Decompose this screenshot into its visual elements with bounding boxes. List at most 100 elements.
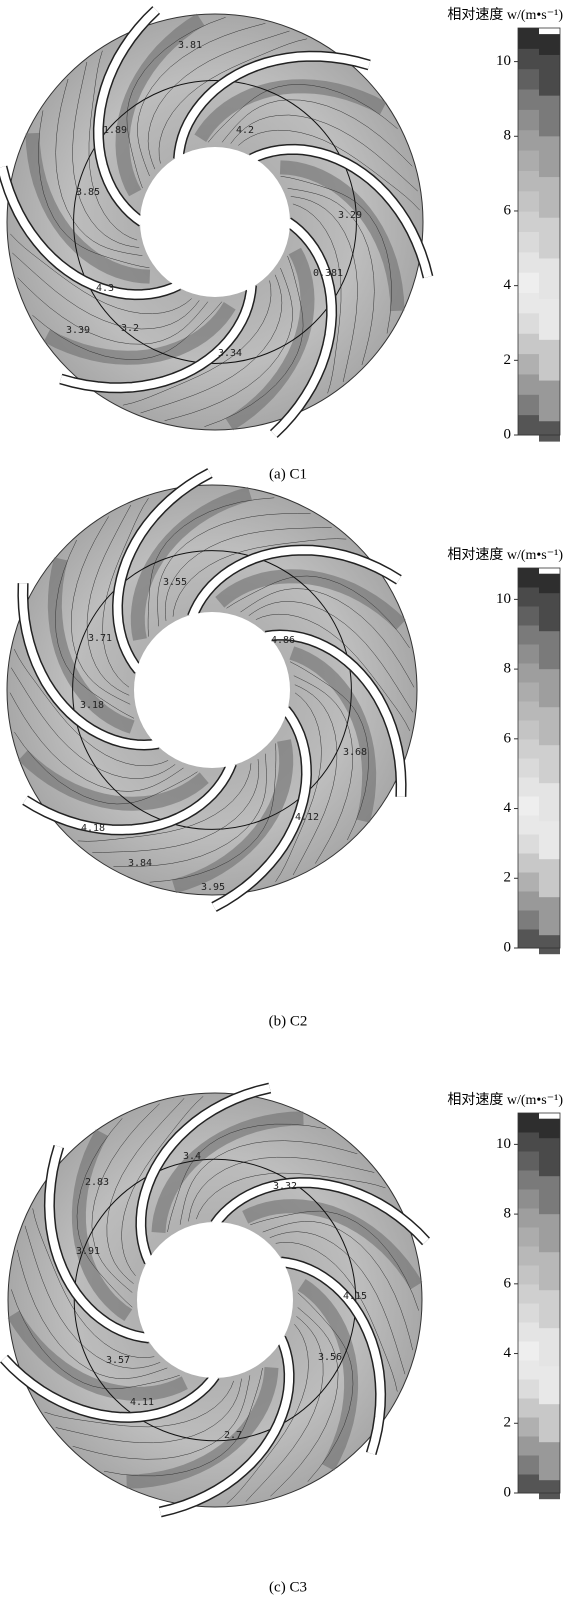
colorbar-tick-label: 4: [504, 1345, 512, 1361]
colorbar-band: [518, 1379, 539, 1399]
colorbar-band: [539, 116, 560, 137]
colorbar-band: [539, 1461, 560, 1481]
colorbar-band: [539, 177, 560, 198]
colorbar-band: [518, 1360, 539, 1380]
impeller-contour: [7, 473, 417, 907]
contour-label: 3.85: [76, 187, 100, 198]
colorbar-band: [518, 1322, 539, 1342]
contour-label: 4.11: [130, 1397, 154, 1408]
contour-label: 3.18: [80, 700, 104, 711]
colorbar-tick-label: 10: [496, 53, 511, 69]
contour-label: 4.15: [343, 1291, 367, 1302]
colorbar-band: [518, 1417, 539, 1437]
contour-label: 4.18: [81, 823, 105, 834]
colorbar-band: [518, 333, 539, 354]
colorbar-band: [539, 258, 560, 279]
colorbar-band: [518, 739, 539, 759]
contour-label: 1.89: [103, 125, 127, 136]
colorbar-label: 相对速度 w/(m•s⁻¹): [447, 1092, 563, 1108]
colorbar-tick-label: 2: [504, 352, 512, 368]
contour-label: 3.34: [218, 348, 242, 359]
colorbar-band: [539, 745, 560, 765]
colorbar-band: [539, 897, 560, 917]
contour-label: 3.68: [343, 747, 367, 758]
colorbar-band: [518, 1113, 539, 1133]
colorbar-band: [518, 293, 539, 314]
figure: 3.814.21.893.853.290.3814.33.393.23.34相对…: [0, 0, 584, 1614]
colorbar-tick-label: 10: [496, 1136, 511, 1152]
colorbar-tick-label: 4: [504, 800, 512, 816]
colorbar-band: [539, 360, 560, 381]
contour-label: 4.2: [236, 125, 254, 136]
colorbar-band: [539, 1157, 560, 1177]
colorbar-band: [539, 1366, 560, 1386]
colorbar-band: [539, 197, 560, 218]
colorbar-band: [539, 217, 560, 238]
colorbar-band: [518, 568, 539, 588]
panel-caption: (c) C3: [269, 1579, 307, 1595]
colorbar-band: [539, 1423, 560, 1443]
colorbar-band: [539, 1309, 560, 1329]
colorbar-band: [539, 380, 560, 401]
colorbar-band: [518, 252, 539, 273]
colorbar-band: [518, 313, 539, 334]
colorbar-band: [539, 1404, 560, 1424]
colorbar-band: [518, 720, 539, 740]
contour-label: 3.57: [106, 1355, 130, 1366]
colorbar-band: [518, 625, 539, 645]
colorbar-band: [539, 238, 560, 259]
colorbar-tick-label: 0: [504, 426, 512, 442]
hub: [140, 147, 290, 297]
colorbar-band: [518, 910, 539, 930]
colorbar-band: [539, 319, 560, 340]
colorbar-band: [539, 935, 560, 955]
colorbar-band: [539, 802, 560, 822]
colorbar-band: [518, 130, 539, 151]
colorbar-tick-label: 0: [504, 939, 512, 955]
colorbar-band: [518, 834, 539, 854]
colorbar-band: [539, 1233, 560, 1253]
colorbar-band: [518, 1341, 539, 1361]
colorbar-tick-label: 6: [504, 202, 512, 218]
colorbar-band: [539, 136, 560, 157]
colorbar-band: [539, 1480, 560, 1500]
contour-label: 2.7: [224, 1430, 242, 1441]
colorbar-band: [518, 682, 539, 702]
contour-label: 4.12: [295, 812, 319, 823]
colorbar-band: [518, 606, 539, 626]
colorbar-band: [539, 299, 560, 320]
contour-label: 3.39: [66, 325, 90, 336]
colorbar-band: [518, 758, 539, 778]
colorbar-band: [539, 764, 560, 784]
colorbar-band: [518, 48, 539, 69]
colorbar-band: [518, 1170, 539, 1190]
colorbar-tick-label: 10: [496, 591, 511, 607]
contour-label: 3.81: [178, 40, 202, 51]
colorbar-tick-label: 8: [504, 1206, 512, 1222]
panel-caption: (a) C1: [269, 466, 307, 482]
colorbar-band: [518, 1132, 539, 1152]
colorbar-band: [518, 1151, 539, 1171]
contour-label: 3.29: [338, 210, 362, 221]
contour-label: 0.381: [313, 268, 343, 279]
colorbar-band: [539, 726, 560, 746]
colorbar-label: 相对速度 w/(m•s⁻¹): [447, 7, 563, 23]
colorbar-band: [539, 95, 560, 116]
contour-label: 3.84: [128, 858, 152, 869]
colorbar-band: [518, 929, 539, 949]
colorbar-band: [518, 796, 539, 816]
hub: [134, 612, 290, 768]
colorbar-band: [539, 400, 560, 421]
colorbar-tick-label: 2: [504, 1415, 512, 1431]
colorbar-band: [518, 872, 539, 892]
colorbar-band: [518, 232, 539, 253]
contour-label: 3.4: [183, 1151, 201, 1162]
colorbar-band: [518, 211, 539, 232]
colorbar-band: [539, 840, 560, 860]
contour-label: 3.95: [201, 882, 225, 893]
panel-caption: (b) C2: [269, 1013, 308, 1029]
colorbar-band: [518, 28, 539, 49]
colorbar-tick-label: 2: [504, 870, 512, 886]
colorbar-band: [518, 170, 539, 191]
colorbar-band: [539, 1442, 560, 1462]
